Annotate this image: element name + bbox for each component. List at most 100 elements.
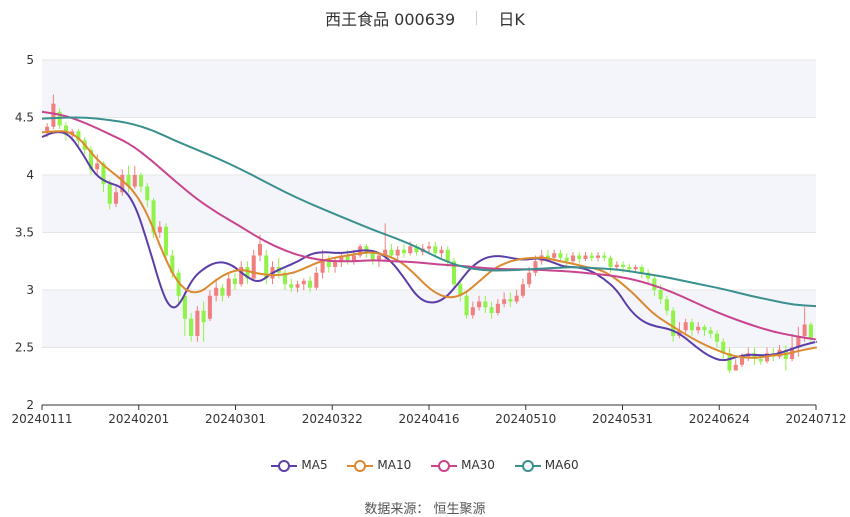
chart-title: 西王食品 000639 [325,10,456,29]
x-tick-label: 20240201 [108,412,169,426]
candle-body [714,333,720,342]
candle-body [370,253,375,262]
y-tick-label: 3 [26,283,34,297]
legend-label-ma10: MA10 [377,458,412,472]
plot-band [42,60,816,118]
candle-body [232,278,237,285]
plot-band [42,175,816,233]
candle-body [333,261,338,267]
candle-body [696,326,701,331]
candle-body [721,341,726,354]
y-tick-label: 4.5 [15,111,34,125]
candle-body [226,278,231,296]
candle-body [527,272,532,285]
candle-body [702,326,707,331]
candle-body [120,175,125,193]
candle-body [395,249,400,256]
x-tick-label: 20240322 [302,412,363,426]
ma60-line [41,116,817,308]
candle-body [320,261,325,273]
candle-body [739,356,745,365]
candle-body [671,310,676,336]
candle-body [633,267,638,270]
candle-body [126,175,131,187]
plot-band [42,290,816,348]
candle-body [207,295,212,319]
legend-label-ma5: MA5 [301,458,328,472]
candle-body [464,295,469,316]
ma30-line [41,110,817,341]
candle-body [533,261,538,273]
candle-body [802,324,807,336]
candle-body [314,272,319,288]
candle-body [608,257,613,267]
candle-body [257,244,263,256]
candle-body [589,255,594,258]
legend-item-ma5[interactable]: MA5 [271,458,328,473]
candle-body [520,284,525,296]
candle-body [308,280,313,288]
candle-body [220,287,225,296]
legend-item-ma30[interactable]: MA30 [431,458,495,473]
ma30-legend-icon [431,459,458,472]
candle-body [627,267,632,270]
candle-body [458,284,463,296]
candle-body [602,255,607,258]
candle-body [282,272,288,285]
candle-body [176,272,181,296]
candle-body [445,249,450,262]
candle-body [470,307,475,316]
y-tick-label: 2.5 [15,341,34,355]
candle-body [708,330,713,334]
candle-body [63,125,68,135]
candle-body [683,322,688,331]
title-separator [476,11,478,25]
candle-body [426,246,432,249]
candle-body [808,324,813,339]
y-tick-label: 2 [26,398,34,412]
x-tick-label: 20240510 [495,412,556,426]
x-tick-label: 20240416 [398,412,459,426]
candle-body [151,200,156,233]
legend-item-ma60[interactable]: MA60 [514,458,579,473]
candle-body [483,301,488,308]
x-tick-label: 20240301 [205,412,266,426]
candle-body [727,353,732,371]
candle-body [664,299,669,311]
candle-body [414,246,419,253]
ma10-line [41,130,818,359]
candle-body [652,278,657,290]
candle-body [552,253,557,258]
candle-body [339,255,344,262]
candle-body [796,336,801,348]
candle-body [577,255,582,259]
chart-period: 日K [498,10,525,29]
legend-label-ma60: MA60 [544,458,579,472]
candle-body [564,257,569,262]
candle-body [195,310,200,336]
candle-body [439,249,444,254]
candle-body [389,249,394,256]
candle-body [264,255,269,279]
candle-body [570,255,576,262]
candle-body [658,290,663,300]
candle-body [345,255,350,262]
candle-body [452,261,457,285]
candle-body [170,255,175,273]
y-tick-label: 4 [26,168,34,182]
legend-item-ma10[interactable]: MA10 [347,458,411,473]
ma5-legend-icon [271,459,298,472]
chart-legend: MA5 MA10 MA30 MA60 [0,458,850,473]
x-tick-label: 20240624 [689,412,750,426]
candle-body [214,287,219,296]
candle-body [595,255,601,258]
candle-body [614,264,619,267]
candle-body [495,303,500,313]
x-tick-label: 20240531 [592,412,653,426]
candle-body [326,261,331,267]
ma10-legend-icon [347,459,374,472]
x-tick-label: 20240111 [11,412,72,426]
candle-body [621,264,626,267]
candle-body [132,175,137,187]
candle-body [545,255,550,258]
